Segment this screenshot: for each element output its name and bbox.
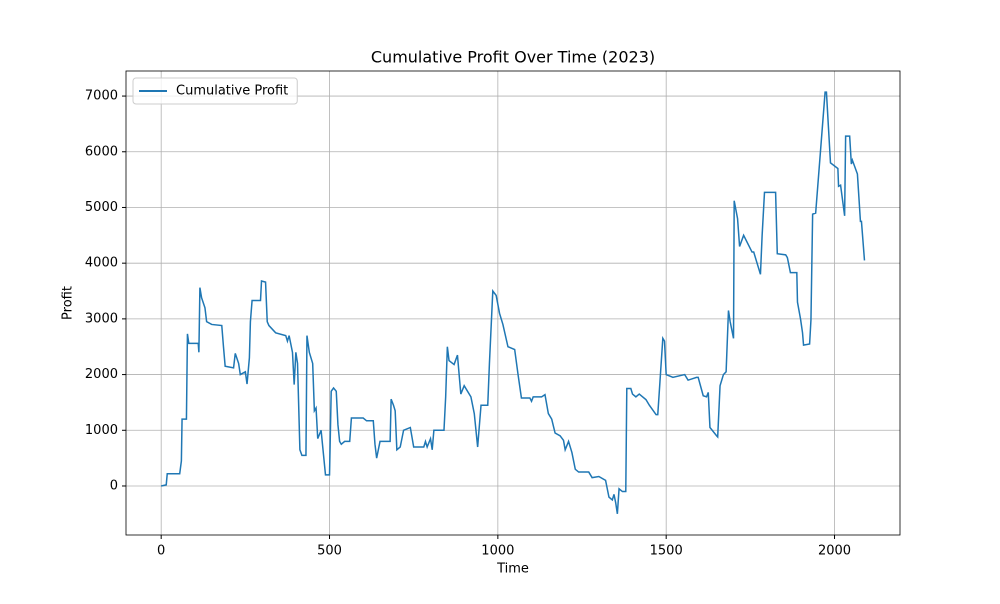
x-tick-label: 500 — [317, 544, 342, 559]
y-tick-label: 1000 — [85, 423, 118, 438]
plot-frame — [125, 70, 901, 536]
y-tick-label: 2000 — [85, 367, 118, 382]
data-line — [161, 91, 866, 514]
chart-title: Cumulative Profit Over Time (2023) — [371, 48, 655, 67]
y-tick-label: 7000 — [85, 89, 118, 104]
x-tick-label: 1500 — [650, 544, 683, 559]
y-tick-label: 6000 — [85, 144, 118, 159]
x-tick-label: 2000 — [818, 544, 851, 559]
y-axis-label: Profit — [61, 286, 76, 320]
y-tick-label: 4000 — [85, 256, 118, 271]
y-tick-label: 0 — [110, 478, 118, 493]
y-tick-label: 3000 — [85, 311, 118, 326]
x-axis-label: Time — [496, 562, 529, 577]
x-tick-label: 1000 — [481, 544, 514, 559]
legend-box — [132, 77, 298, 105]
x-tick-label: 0 — [157, 544, 165, 559]
y-tick-label: 5000 — [85, 200, 118, 215]
legend-label: Cumulative Profit — [176, 84, 288, 99]
